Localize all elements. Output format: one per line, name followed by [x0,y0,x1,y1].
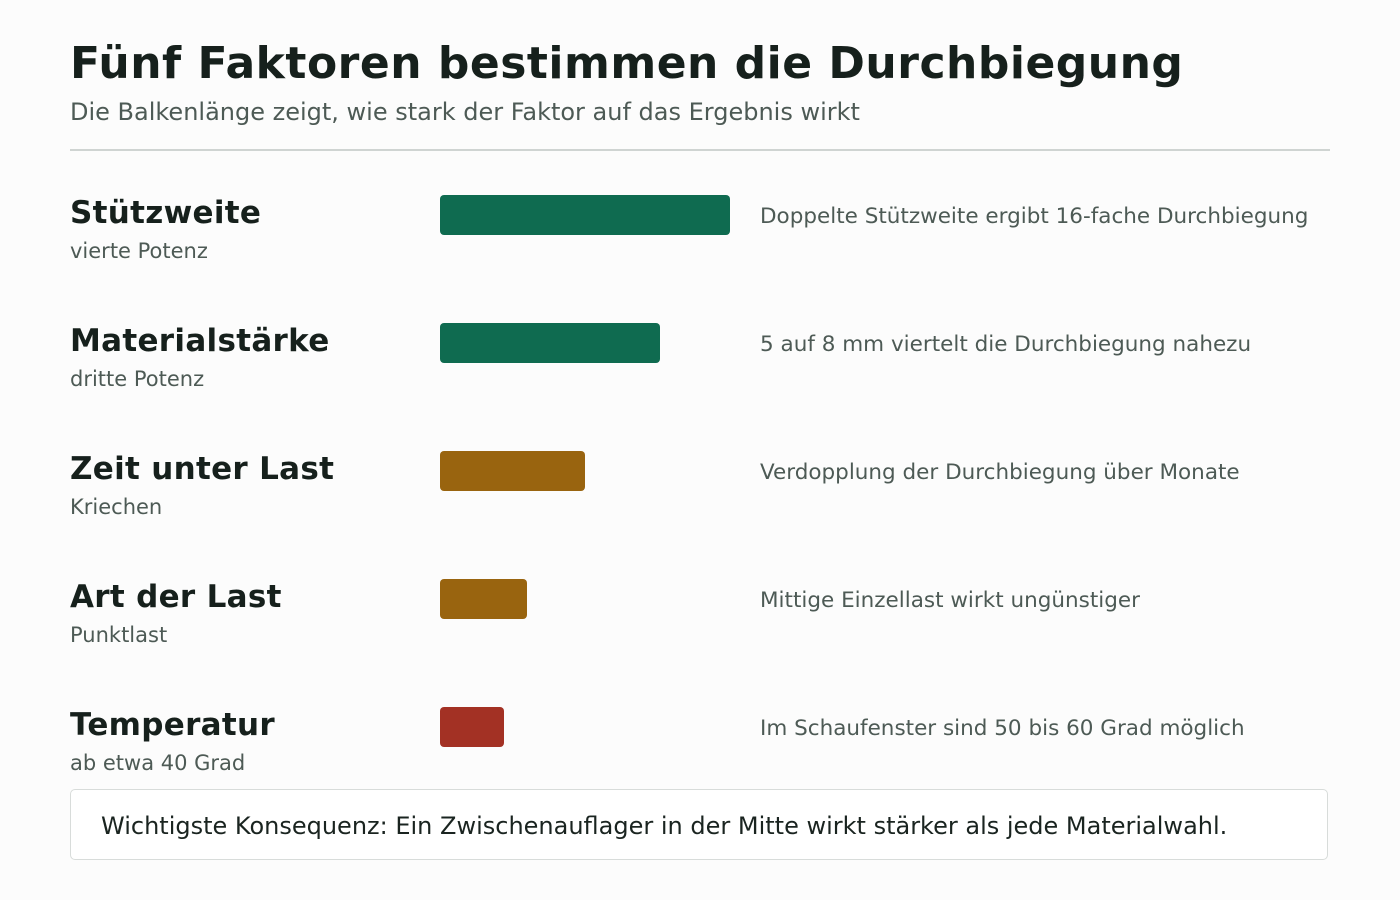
factor-bar [440,451,585,491]
factor-label: Stützweite [70,195,262,231]
conclusion-text: Wichtigste Konsequenz: Ein Zwischenaufla… [101,812,1228,840]
factor-subtitle: vierte Potenz [70,239,208,263]
chart-subtitle: Die Balkenlänge zeigt, wie stark der Fak… [70,98,860,126]
factor-label: Materialstärke [70,323,330,359]
factor-bar [440,195,730,235]
header-divider [70,149,1330,151]
factor-note: Verdopplung der Durchbiegung über Monate [760,460,1240,485]
factor-label: Art der Last [70,579,282,615]
factor-bar [440,323,660,363]
conclusion-box: Wichtigste Konsequenz: Ein Zwischenaufla… [70,789,1328,860]
factor-bar [440,707,504,747]
factor-note: Mittige Einzellast wirkt ungünstiger [760,588,1140,613]
factor-bar [440,579,527,619]
factor-row-zeit-unter-last: Zeit unter Last Kriechen Verdopplung der… [70,451,1330,551]
factor-subtitle: ab etwa 40 Grad [70,751,246,775]
factor-row-temperatur: Temperatur ab etwa 40 Grad Im Schaufenst… [70,707,1330,807]
factor-subtitle: dritte Potenz [70,367,205,391]
chart-title: Fünf Faktoren bestimmen die Durchbiegung [70,38,1184,89]
factor-label: Zeit unter Last [70,451,335,487]
factor-note: 5 auf 8 mm viertelt die Durchbiegung nah… [760,332,1252,357]
factor-row-stuetzweite: Stützweite vierte Potenz Doppelte Stützw… [70,195,1330,295]
factor-subtitle: Kriechen [70,495,163,519]
factor-row-materialstaerke: Materialstärke dritte Potenz 5 auf 8 mm … [70,323,1330,423]
factor-subtitle: Punktlast [70,623,168,647]
factor-note: Im Schaufenster sind 50 bis 60 Grad mögl… [760,716,1245,741]
factor-note: Doppelte Stützweite ergibt 16-fache Durc… [760,204,1309,229]
factor-label: Temperatur [70,707,275,743]
factor-row-art-der-last: Art der Last Punktlast Mittige Einzellas… [70,579,1330,679]
